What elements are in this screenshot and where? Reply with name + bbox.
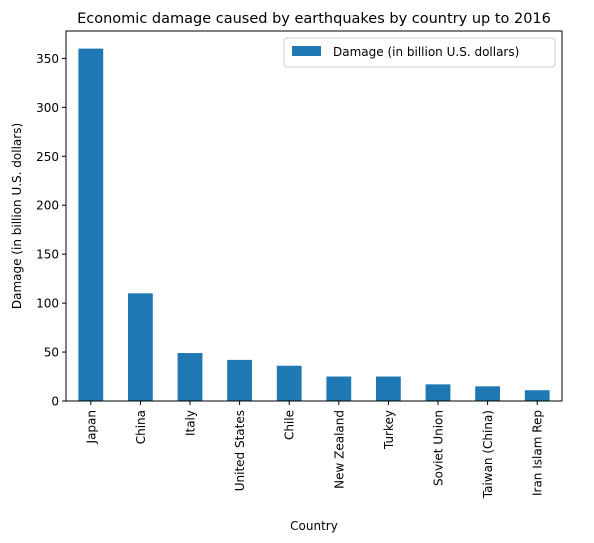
legend-swatch	[292, 46, 321, 56]
y-tick-label: 300	[36, 101, 59, 115]
bar	[326, 376, 352, 401]
y-tick-label: 200	[36, 199, 59, 213]
bar	[227, 359, 252, 401]
bars	[78, 48, 550, 402]
y-tick-label: 250	[36, 150, 59, 164]
bar	[475, 386, 500, 401]
x-tick-label: Iran Islam Rep	[531, 410, 545, 496]
y-tick-label: 50	[44, 346, 59, 360]
bar	[425, 384, 451, 401]
legend: Damage (in billion U.S. dollars)	[283, 37, 556, 68]
x-axis-label: Country	[290, 519, 338, 533]
y-tick-label: 100	[36, 297, 59, 311]
x-tick-label: Turkey	[382, 410, 396, 450]
y-tick-label: 350	[36, 52, 59, 66]
bar	[128, 293, 153, 401]
legend-box	[283, 37, 556, 68]
legend-label: Damage (in billion U.S. dollars)	[333, 45, 519, 59]
x-tick-label: Taiwan (China)	[481, 410, 495, 499]
x-tick-label: China	[134, 410, 148, 444]
y-axis: 0 50 100 150 200 250 300 350	[36, 52, 66, 409]
bar	[276, 365, 302, 401]
chart-title: Economic damage caused by earthquakes by…	[77, 11, 551, 27]
x-tick-label: United States	[233, 410, 247, 491]
y-tick-label: 0	[51, 395, 59, 409]
x-axis: Japan China Italy United States Chile New Zea…	[84, 401, 545, 499]
plot-frame	[65, 30, 563, 402]
x-tick-label: Italy	[184, 410, 198, 436]
y-tick-label: 150	[36, 248, 59, 262]
x-tick-label: Japan	[84, 410, 98, 444]
y-axis-label: Damage (in billion U.S. dollars)	[10, 123, 24, 309]
x-tick-label: New Zealand	[332, 410, 346, 489]
bar	[376, 376, 401, 401]
bar	[78, 48, 104, 402]
bar	[177, 353, 203, 401]
x-tick-label: Soviet Union	[432, 410, 446, 486]
bar	[524, 390, 550, 401]
x-tick-label: Chile	[283, 410, 297, 440]
